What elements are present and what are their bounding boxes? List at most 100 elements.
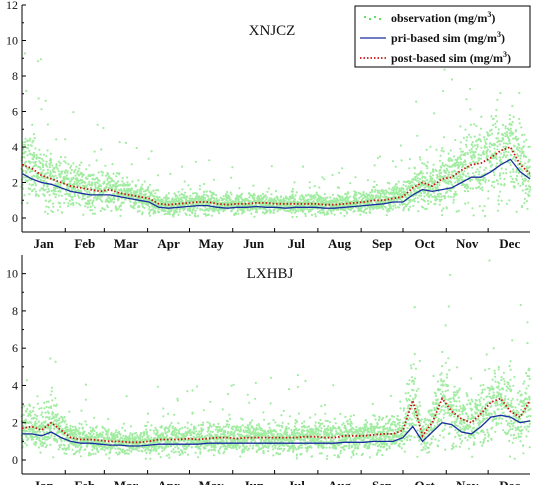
observation-point — [479, 182, 482, 186]
observation-point — [460, 153, 463, 156]
observation-point — [266, 190, 269, 193]
observation-point — [47, 188, 50, 191]
observation-point — [419, 178, 422, 181]
observation-point — [415, 179, 418, 182]
observation-point — [28, 183, 31, 186]
observation-point — [112, 172, 115, 175]
observation-point — [34, 147, 37, 150]
observation-point — [26, 438, 29, 441]
observation-point — [516, 163, 520, 166]
observation-point — [131, 180, 134, 183]
observation-point — [250, 212, 253, 215]
observation-point — [225, 193, 228, 196]
observation-point — [396, 198, 399, 201]
observation-point — [417, 201, 420, 204]
observation-point — [73, 169, 76, 172]
observation-point — [77, 184, 80, 187]
observation-point — [466, 172, 470, 175]
observation-point — [371, 194, 375, 197]
observation-point — [521, 133, 524, 137]
observation-point — [499, 177, 502, 180]
observation-point — [66, 170, 69, 173]
observation-point — [352, 210, 355, 213]
observation-point — [159, 200, 162, 203]
observation-point — [57, 160, 60, 163]
observation-point — [70, 168, 73, 172]
observation-point — [265, 198, 268, 201]
observation-point — [416, 134, 419, 137]
observation-point — [212, 193, 215, 196]
observation-point — [484, 181, 487, 184]
observation-point — [450, 173, 453, 176]
observation-point — [496, 148, 499, 151]
observation-point — [38, 166, 42, 169]
observation-point — [167, 412, 170, 415]
observation-point — [264, 194, 267, 197]
observation-point — [184, 207, 187, 210]
observation-point — [58, 164, 61, 167]
observation-point — [476, 168, 479, 171]
observation-point — [101, 171, 104, 174]
observation-point — [50, 390, 53, 393]
observation-point — [369, 191, 372, 194]
observation-point — [33, 188, 36, 191]
observation-point — [85, 168, 88, 171]
observation-point — [436, 183, 439, 186]
observation-point — [528, 194, 531, 197]
observation-point — [121, 448, 125, 451]
observation-point — [53, 439, 57, 442]
observation-point — [172, 213, 175, 216]
observation-point — [439, 154, 442, 157]
observation-point — [474, 155, 477, 158]
observation-point — [499, 158, 502, 161]
observation-point — [498, 156, 501, 159]
observation-point — [132, 196, 135, 199]
observation-point — [65, 447, 68, 450]
observation-point — [484, 166, 487, 169]
observation-point — [26, 154, 29, 157]
observation-point — [523, 133, 526, 136]
observation-point — [399, 144, 402, 147]
observation-point — [200, 199, 203, 203]
observation-point — [55, 403, 58, 406]
observation-point — [44, 172, 48, 175]
observation-point — [196, 214, 200, 218]
observation-point — [93, 429, 96, 432]
observation-point — [36, 193, 39, 196]
observation-point — [172, 440, 175, 443]
observation-point — [468, 87, 472, 90]
observation-point — [96, 176, 99, 180]
observation-point — [115, 207, 118, 210]
observation-point — [181, 426, 184, 430]
legend-label: observation — [391, 11, 454, 25]
observation-point — [230, 210, 233, 213]
observation-point — [70, 164, 73, 167]
observation-point — [63, 201, 66, 205]
observation-point — [478, 180, 481, 184]
observation-point — [63, 452, 66, 455]
observation-point — [477, 185, 481, 188]
observation-point — [61, 170, 64, 173]
observation-point — [442, 150, 445, 153]
observation-point — [207, 195, 210, 198]
observation-point — [49, 152, 52, 155]
observation-point — [59, 162, 62, 165]
observation-point — [215, 194, 218, 197]
observation-point — [459, 147, 462, 150]
observation-point — [156, 385, 159, 388]
legend-entry: pri-based sim (mg/m3) — [391, 30, 505, 45]
observation-point — [373, 164, 376, 167]
observation-point — [42, 153, 46, 156]
observation-point — [180, 196, 183, 199]
observation-point — [37, 60, 40, 63]
observation-point — [84, 181, 87, 184]
observation-point — [112, 180, 115, 183]
observation-point — [82, 213, 85, 216]
observation-point — [117, 180, 120, 183]
observation-point — [417, 210, 420, 213]
observation-point — [525, 188, 529, 191]
observation-point — [467, 133, 471, 136]
observation-point — [130, 191, 133, 194]
observation-point — [101, 448, 104, 451]
observation-point — [318, 209, 321, 212]
